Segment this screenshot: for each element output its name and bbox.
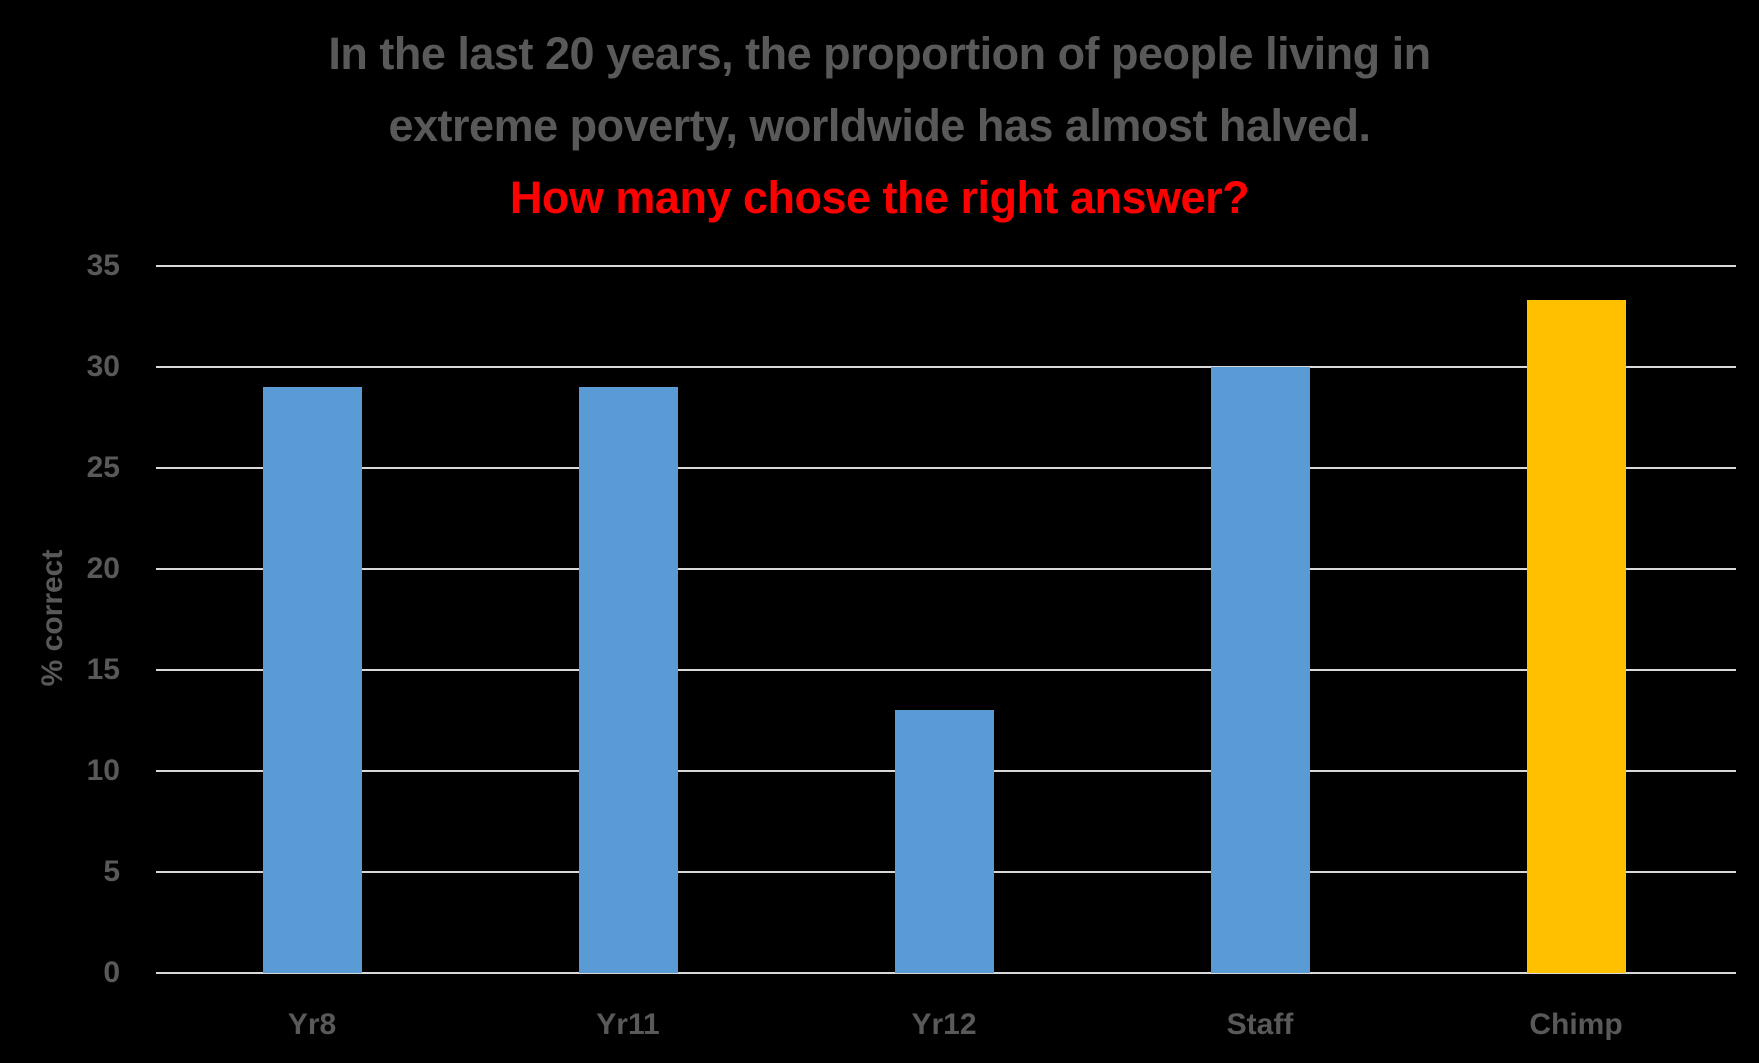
x-tick-label: Chimp <box>1529 1008 1623 1041</box>
bar-staff <box>1210 367 1310 973</box>
y-tick-label: 25 <box>86 451 120 484</box>
y-tick-label: 20 <box>86 552 120 585</box>
bar-chimp <box>1526 300 1626 973</box>
bar-yr8 <box>262 387 362 973</box>
gridline <box>156 669 1736 671</box>
y-tick-label: 15 <box>86 653 120 686</box>
y-tick-label: 5 <box>103 855 120 888</box>
gridline <box>156 265 1736 267</box>
gridline <box>156 972 1736 974</box>
gridline <box>156 467 1736 469</box>
chart-title: In the last 20 years, the proportion of … <box>0 18 1759 234</box>
gridline <box>156 568 1736 570</box>
y-tick-label: 35 <box>86 249 120 282</box>
gridline <box>156 366 1736 368</box>
x-tick-label: Staff <box>1226 1008 1294 1041</box>
x-tick-label: Yr11 <box>596 1008 660 1041</box>
chart-title-line-2: extreme poverty, worldwide has almost ha… <box>388 100 1371 151</box>
x-tick-label: Yr12 <box>911 1008 977 1041</box>
y-tick-label: 10 <box>86 754 120 787</box>
bar-yr11 <box>578 387 678 973</box>
y-tick-label: 0 <box>103 956 120 989</box>
chart-subtitle: How many chose the right answer? <box>509 172 1250 223</box>
y-tick-label: 30 <box>86 350 120 383</box>
x-tick-label: Yr8 <box>287 1008 337 1041</box>
plot-area <box>156 265 1736 974</box>
chart-title-line-1: In the last 20 years, the proportion of … <box>328 28 1431 79</box>
bar-yr12 <box>894 710 994 973</box>
